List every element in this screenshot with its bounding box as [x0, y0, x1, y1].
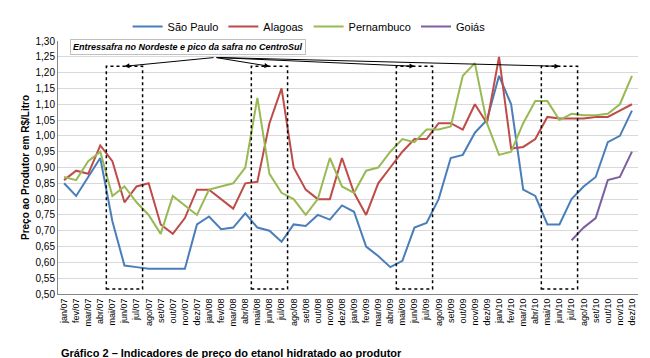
- svg-text:1,15: 1,15: [36, 83, 56, 94]
- svg-text:ago/07: ago/07: [144, 299, 154, 327]
- svg-text:fev/10: fev/10: [506, 299, 516, 324]
- svg-text:mai/09: mai/09: [397, 299, 407, 326]
- svg-text:set/07: set/07: [156, 299, 166, 324]
- svg-text:1,20: 1,20: [36, 67, 56, 78]
- svg-text:0,60: 0,60: [36, 257, 56, 268]
- svg-text:fev/08: fev/08: [216, 299, 226, 324]
- svg-text:1,05: 1,05: [36, 115, 56, 126]
- svg-text:jun/10: jun/10: [554, 299, 564, 325]
- svg-text:1,30: 1,30: [36, 36, 56, 47]
- svg-text:0,55: 0,55: [36, 273, 56, 284]
- svg-text:1,25: 1,25: [36, 51, 56, 62]
- svg-text:São Paulo: São Paulo: [168, 21, 219, 33]
- svg-text:0,80: 0,80: [36, 194, 56, 205]
- svg-text:0,85: 0,85: [36, 178, 56, 189]
- svg-text:0,50: 0,50: [36, 289, 56, 300]
- svg-text:set/09: set/09: [446, 299, 456, 324]
- svg-text:Preço ao Produtor em R$/Litro: Preço ao Produtor em R$/Litro: [20, 95, 31, 240]
- svg-text:dez/10: dez/10: [627, 299, 637, 326]
- svg-text:out/08: out/08: [313, 299, 323, 324]
- svg-text:ago/08: ago/08: [289, 299, 299, 327]
- svg-text:mar/07: mar/07: [83, 299, 93, 327]
- svg-text:ago/10: ago/10: [579, 299, 589, 327]
- svg-text:out/07: out/07: [168, 299, 178, 324]
- svg-text:jan/07: jan/07: [59, 299, 69, 325]
- svg-text:mar/09: mar/09: [373, 299, 383, 327]
- svg-text:0,75: 0,75: [36, 209, 56, 220]
- svg-text:jul/10: jul/10: [566, 299, 576, 322]
- svg-text:mai/07: mai/07: [107, 299, 117, 326]
- svg-text:abr/08: abr/08: [240, 299, 250, 325]
- svg-text:jan/08: jan/08: [204, 299, 214, 325]
- svg-text:0,70: 0,70: [36, 225, 56, 236]
- svg-text:jul/08: jul/08: [276, 299, 286, 322]
- svg-text:1,10: 1,10: [36, 99, 56, 110]
- svg-text:abr/09: abr/09: [385, 299, 395, 325]
- svg-text:mai/08: mai/08: [252, 299, 262, 326]
- svg-text:dez/08: dez/08: [337, 299, 347, 326]
- svg-text:jul/07: jul/07: [131, 299, 141, 322]
- svg-text:dez/07: dez/07: [192, 299, 202, 326]
- svg-text:Goiás: Goiás: [456, 21, 485, 33]
- svg-text:jun/08: jun/08: [264, 299, 274, 325]
- svg-text:Pernambuco: Pernambuco: [349, 21, 411, 33]
- svg-text:nov/08: nov/08: [325, 299, 335, 326]
- svg-text:Alagoas: Alagoas: [263, 21, 303, 33]
- svg-text:dez/09: dez/09: [482, 299, 492, 326]
- svg-text:out/09: out/09: [458, 299, 468, 324]
- svg-text:Entressafra no Nordeste e pico: Entressafra no Nordeste e pico da safra …: [73, 42, 303, 52]
- svg-text:nov/09: nov/09: [470, 299, 480, 326]
- svg-text:out/10: out/10: [603, 299, 613, 324]
- svg-text:set/08: set/08: [301, 299, 311, 324]
- svg-text:jan/10: jan/10: [494, 299, 504, 325]
- svg-text:jun/07: jun/07: [119, 299, 129, 325]
- svg-text:set/10: set/10: [591, 299, 601, 324]
- svg-text:0,65: 0,65: [36, 241, 56, 252]
- svg-text:fev/09: fev/09: [361, 299, 371, 324]
- svg-text:0,95: 0,95: [36, 146, 56, 157]
- svg-text:abr/10: abr/10: [530, 299, 540, 325]
- svg-text:fev/07: fev/07: [71, 299, 81, 324]
- svg-text:1,00: 1,00: [36, 130, 56, 141]
- svg-text:Gráfico 2 – Indicadores de pre: Gráfico 2 – Indicadores de preço do etan…: [61, 347, 402, 358]
- svg-text:mar/08: mar/08: [228, 299, 238, 327]
- svg-text:mai/10: mai/10: [542, 299, 552, 326]
- svg-text:0,90: 0,90: [36, 162, 56, 173]
- svg-text:jul/09: jul/09: [421, 299, 431, 322]
- svg-text:abr/07: abr/07: [95, 299, 105, 325]
- svg-text:jan/09: jan/09: [349, 299, 359, 325]
- svg-text:ago/09: ago/09: [434, 299, 444, 327]
- svg-text:nov/07: nov/07: [180, 299, 190, 326]
- svg-text:mar/10: mar/10: [518, 299, 528, 327]
- svg-text:nov/10: nov/10: [615, 299, 625, 326]
- svg-text:jun/09: jun/09: [409, 299, 419, 325]
